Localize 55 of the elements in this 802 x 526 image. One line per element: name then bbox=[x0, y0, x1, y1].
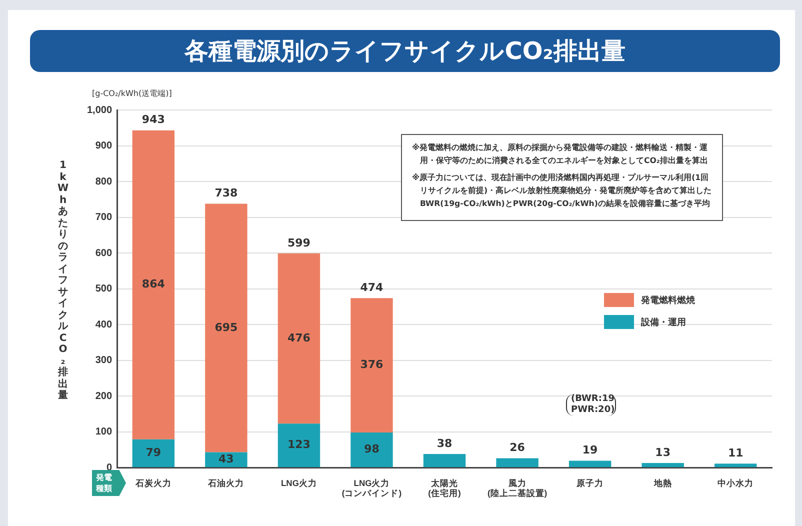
bar bbox=[278, 253, 320, 424]
x-tick-label: 地熱 bbox=[652, 478, 672, 488]
x-tick-label: 石炭火力 bbox=[134, 478, 172, 488]
bar bbox=[496, 458, 538, 468]
y-tick-label: 1,000 bbox=[86, 104, 112, 116]
legend-label: 設備・運用 bbox=[641, 316, 686, 328]
total-label: 599 bbox=[287, 236, 310, 250]
y-tick-label: 600 bbox=[95, 248, 112, 259]
y-tick-label: 500 bbox=[95, 284, 112, 295]
y-tick-label: 300 bbox=[95, 355, 112, 366]
x-tick-label: LNG火力 bbox=[280, 478, 317, 488]
text: 1kWhあたりのライフサイクルCO₂排出量 bbox=[57, 160, 69, 401]
data-label: 376 bbox=[360, 358, 384, 372]
bar bbox=[350, 432, 393, 468]
legend-label: 発電燃料燃焼 bbox=[641, 294, 695, 306]
text: [g-CO₂/kWh(送電端)] bbox=[92, 88, 172, 99]
y-tick-label: 400 bbox=[95, 319, 112, 330]
y-tick-label: 100 bbox=[95, 426, 112, 438]
bar bbox=[205, 204, 248, 452]
bar bbox=[278, 424, 320, 468]
chart-title: 各種電源別のライフサイクルCO₂排出量 bbox=[30, 30, 780, 72]
total-label: 26 bbox=[510, 441, 526, 454]
y-tick-label: 800 bbox=[95, 176, 112, 188]
data-label: 476 bbox=[287, 331, 311, 344]
bar bbox=[350, 298, 393, 433]
total-label: 13 bbox=[655, 446, 670, 459]
y-tick-label: 700 bbox=[95, 212, 112, 224]
x-tick-label: LNG火力(コンバインド) bbox=[342, 478, 402, 498]
data-label: 79 bbox=[146, 446, 162, 460]
bar bbox=[132, 130, 175, 440]
total-label: 11 bbox=[728, 446, 744, 460]
bar bbox=[714, 464, 757, 468]
data-label: 98 bbox=[364, 442, 380, 456]
x-tick-label: 石油火力 bbox=[207, 478, 244, 488]
x-tick-label: 中小水力 bbox=[718, 478, 754, 488]
total-label: 943 bbox=[142, 113, 165, 126]
data-label: 864 bbox=[142, 278, 166, 291]
y-tick-label: 200 bbox=[95, 390, 112, 402]
total-label: 19 bbox=[582, 444, 598, 457]
bar bbox=[132, 439, 175, 468]
x-tick-label: 原子力 bbox=[576, 478, 604, 488]
data-label: 43 bbox=[218, 452, 234, 466]
total-label: 738 bbox=[214, 186, 238, 200]
total-label: 38 bbox=[436, 436, 452, 450]
x-tick-label: 太陽光(住宅用) bbox=[428, 478, 462, 498]
bar bbox=[423, 454, 466, 468]
y-tick-label: 900 bbox=[95, 140, 112, 152]
data-label: 695 bbox=[214, 320, 238, 334]
total-label: 474 bbox=[360, 280, 384, 294]
data-label: 123 bbox=[287, 438, 310, 452]
x-tick-label: 風力(陸上二基設置) bbox=[487, 478, 548, 498]
bar bbox=[568, 460, 612, 468]
x-axis-title: 発電種類 bbox=[92, 470, 126, 496]
bar bbox=[642, 462, 684, 468]
annotation: (BWR:19 PWR:20) bbox=[566, 394, 616, 416]
